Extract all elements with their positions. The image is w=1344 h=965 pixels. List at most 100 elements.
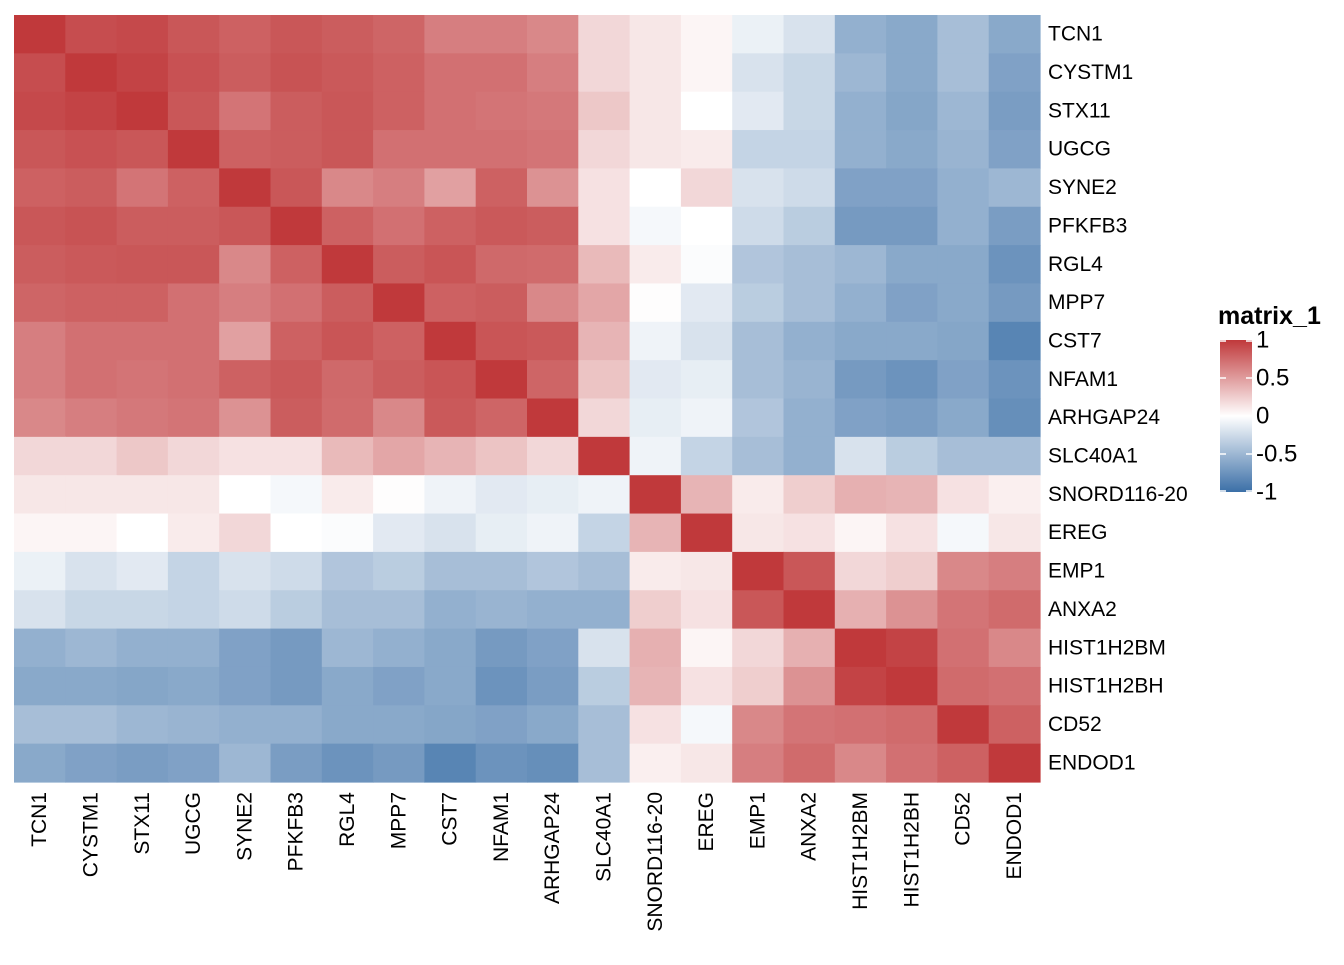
heatmap-cell-stx11-hist1h2bh xyxy=(886,91,938,131)
heatmap-cell-anxa2-nfam1 xyxy=(475,590,528,630)
heatmap-cell-mpp7-snord116-20 xyxy=(629,283,682,323)
heatmap-cell-syne2-hist1h2bm xyxy=(834,168,887,208)
heatmap-cell-slc40a1-cd52 xyxy=(937,436,990,476)
heatmap-cell-endod1-rgl4 xyxy=(321,743,374,783)
heatmap-cell-cst7-slc40a1 xyxy=(578,321,631,361)
heatmap-cell-cystm1-hist1h2bm xyxy=(834,53,887,93)
heatmap-cell-cd52-stx11 xyxy=(116,705,169,745)
heatmap-cell-stx11-slc40a1 xyxy=(578,91,631,131)
heatmap-cell-rgl4-ereg xyxy=(680,245,733,285)
heatmap-cell-arhgap24-stx11 xyxy=(116,398,169,438)
heatmap-cell-stx11-snord116-20 xyxy=(629,91,682,131)
heatmap-cell-slc40a1-ereg xyxy=(680,436,733,476)
row-labels: TCN1 CYSTM1 STX11 UGCG SYNE2 PFKFB3 RGL4 MPP7 CS… xyxy=(1048,23,1188,775)
heatmap-cell-tcn1-emp1 xyxy=(732,15,785,54)
heatmap-cell-arhgap24-endod1 xyxy=(988,398,1041,438)
heatmap-cell-ereg-stx11 xyxy=(116,513,169,553)
heatmap-cell-emp1-cystm1 xyxy=(65,551,118,591)
heatmap-cell-snord116-20-stx11 xyxy=(116,475,169,515)
heatmap-cell-endod1-hist1h2bm xyxy=(834,743,887,783)
heatmap-cell-hist1h2bm-tcn1 xyxy=(14,628,66,668)
heatmap-cell-emp1-tcn1 xyxy=(14,551,66,591)
column-label-emp1: EMP1 xyxy=(746,792,769,849)
heatmap-cell-ugcg-snord116-20 xyxy=(629,130,682,169)
heatmap-cell-tcn1-ereg xyxy=(680,15,733,54)
row-label-nfam1: NFAM1 xyxy=(1048,368,1118,391)
heatmap-cell-cystm1-mpp7 xyxy=(373,53,425,93)
heatmap-cell-cd52-mpp7 xyxy=(373,705,425,745)
heatmap-cell-ugcg-rgl4 xyxy=(321,130,374,169)
column-label-mpp7: MPP7 xyxy=(387,792,410,849)
heatmap-cell-hist1h2bh-tcn1 xyxy=(14,666,66,706)
heatmap-cell-cst7-pfkfb3 xyxy=(270,321,323,361)
heatmap-cell-hist1h2bm-hist1h2bh xyxy=(886,628,938,668)
heatmap-cell-nfam1-snord116-20 xyxy=(629,360,682,400)
heatmap-cell-mpp7-pfkfb3 xyxy=(270,283,323,323)
heatmap-cell-emp1-slc40a1 xyxy=(578,551,631,591)
column-label-rgl4: RGL4 xyxy=(336,792,359,847)
heatmap-cell-endod1-tcn1 xyxy=(14,743,66,783)
heatmap-cell-cystm1-emp1 xyxy=(732,53,785,93)
heatmap-cell-cst7-stx11 xyxy=(116,321,169,361)
heatmap-cell-anxa2-ereg xyxy=(680,590,733,630)
heatmap-cell-stx11-hist1h2bm xyxy=(834,91,887,131)
heatmap-cell-cst7-endod1 xyxy=(988,321,1041,361)
heatmap-cell-ereg-tcn1 xyxy=(14,513,66,553)
column-label-snord116-20: SNORD116-20 xyxy=(644,792,667,932)
heatmap-cell-tcn1-cd52 xyxy=(937,15,990,54)
heatmap-cell-cst7-hist1h2bm xyxy=(834,321,887,361)
heatmap-cell-endod1-emp1 xyxy=(732,743,785,783)
heatmap-cell-ereg-pfkfb3 xyxy=(270,513,323,553)
heatmap-cell-nfam1-mpp7 xyxy=(373,360,425,400)
heatmap-cell-anxa2-hist1h2bh xyxy=(886,590,938,630)
heatmap-cell-hist1h2bh-ereg xyxy=(680,666,733,706)
heatmap-cell-nfam1-hist1h2bm xyxy=(834,360,887,400)
heatmap-cell-hist1h2bh-snord116-20 xyxy=(629,666,682,706)
heatmap-cell-endod1-syne2 xyxy=(219,743,272,783)
heatmap-cell-endod1-cst7 xyxy=(424,743,477,783)
heatmap-cell-arhgap24-syne2 xyxy=(219,398,272,438)
heatmap-cell-cst7-cd52 xyxy=(937,321,990,361)
heatmap-cell-ugcg-cystm1 xyxy=(65,130,118,169)
heatmap-cell-cystm1-slc40a1 xyxy=(578,53,631,93)
heatmap-cell-snord116-20-cystm1 xyxy=(65,475,118,515)
heatmap-cell-snord116-20-anxa2 xyxy=(783,475,836,515)
heatmap-cell-cd52-ugcg xyxy=(167,705,220,745)
heatmap-cell-snord116-20-snord116-20 xyxy=(629,475,682,515)
heatmap-cell-anxa2-ugcg xyxy=(167,590,220,630)
heatmap-cell-hist1h2bh-syne2 xyxy=(219,666,272,706)
heatmap-cell-cd52-hist1h2bh xyxy=(886,705,938,745)
heatmap-cell-hist1h2bm-mpp7 xyxy=(373,628,425,668)
heatmap-cell-ugcg-hist1h2bm xyxy=(834,130,887,169)
heatmap-cell-nfam1-hist1h2bh xyxy=(886,360,938,400)
heatmap-cell-pfkfb3-anxa2 xyxy=(783,206,836,246)
heatmap-cell-stx11-cystm1 xyxy=(65,91,118,131)
heatmap-cell-cst7-cst7 xyxy=(424,321,477,361)
heatmap-cell-cd52-hist1h2bm xyxy=(834,705,887,745)
heatmap-cell-cd52-pfkfb3 xyxy=(270,705,323,745)
heatmap-cell-snord116-20-cd52 xyxy=(937,475,990,515)
heatmap-cell-tcn1-endod1 xyxy=(988,15,1041,54)
heatmap-cell-cst7-emp1 xyxy=(732,321,785,361)
heatmap-cell-mpp7-cst7 xyxy=(424,283,477,323)
heatmap-cell-tcn1-stx11 xyxy=(116,15,169,54)
heatmap-cell-anxa2-hist1h2bm xyxy=(834,590,887,630)
heatmap-cell-syne2-ugcg xyxy=(167,168,220,208)
heatmap-cell-stx11-ugcg xyxy=(167,91,220,131)
heatmap-cell-hist1h2bh-rgl4 xyxy=(321,666,374,706)
heatmap-cell-rgl4-ugcg xyxy=(167,245,220,285)
heatmap-cell-hist1h2bh-hist1h2bm xyxy=(834,666,887,706)
heatmap-cell-slc40a1-snord116-20 xyxy=(629,436,682,476)
heatmap-cell-syne2-mpp7 xyxy=(373,168,425,208)
heatmap-cell-pfkfb3-arhgap24 xyxy=(527,206,579,246)
heatmap-cell-slc40a1-rgl4 xyxy=(321,436,374,476)
heatmap-cell-pfkfb3-syne2 xyxy=(219,206,272,246)
heatmap-cell-cystm1-cst7 xyxy=(424,53,477,93)
heatmap-cell-ugcg-arhgap24 xyxy=(527,130,579,169)
heatmap-cell-endod1-cd52 xyxy=(937,743,990,783)
heatmap-cell-anxa2-pfkfb3 xyxy=(270,590,323,630)
heatmap-cell-cystm1-endod1 xyxy=(988,53,1041,93)
row-label-snord116-20: SNORD116-20 xyxy=(1048,483,1188,506)
